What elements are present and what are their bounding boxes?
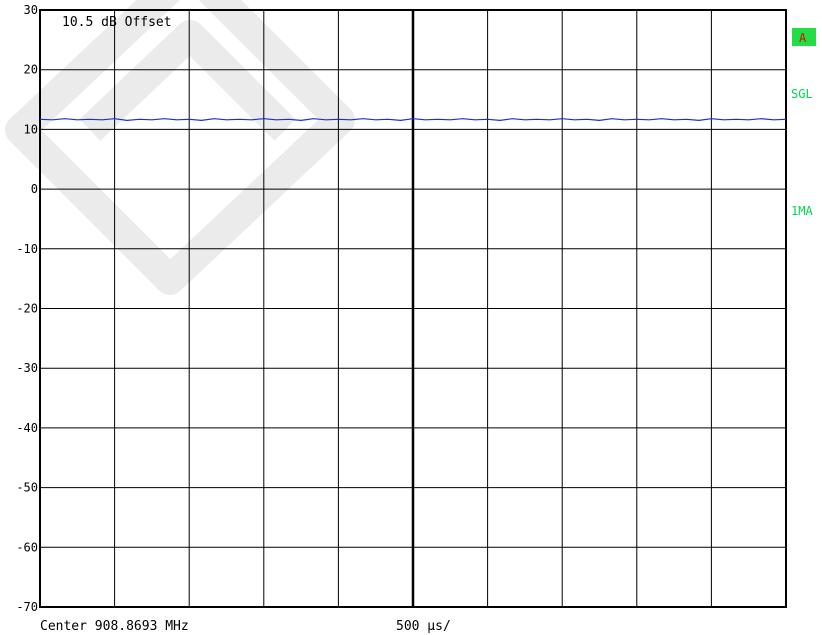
y-axis-ticks: 30 20 10 0 -10 -20 -30 -40 -50 -60 -70 (16, 3, 38, 614)
trace-a-badge-bg (792, 28, 816, 46)
y-tick-label: -30 (16, 361, 38, 375)
y-tick-label: 20 (24, 63, 38, 77)
time-per-division-label: 500 µs/ (396, 619, 451, 634)
trace-line (39, 118, 787, 122)
y-tick-label: 30 (24, 3, 38, 17)
offset-label: 10.5 dB Offset (62, 15, 172, 30)
y-tick-label: -40 (16, 421, 38, 435)
y-tick-label: -10 (16, 242, 38, 256)
plot-grid (39, 9, 787, 608)
y-tick-label: -60 (16, 540, 38, 554)
y-tick-label: 0 (31, 182, 38, 196)
sweep-mode-label: SGL (791, 87, 813, 101)
y-tick-label: -70 (16, 600, 38, 614)
y-tick-label: -50 (16, 481, 38, 495)
plot-frame (39, 9, 787, 608)
y-tick-label: -20 (16, 302, 38, 316)
y-tick-label: 10 (24, 122, 38, 136)
trace-a-badge[interactable]: A (799, 31, 807, 45)
center-frequency-label: Center 908.8693 MHz (40, 619, 189, 634)
detector-label: 1MA (791, 204, 813, 218)
watermark-logo (5, 0, 355, 295)
